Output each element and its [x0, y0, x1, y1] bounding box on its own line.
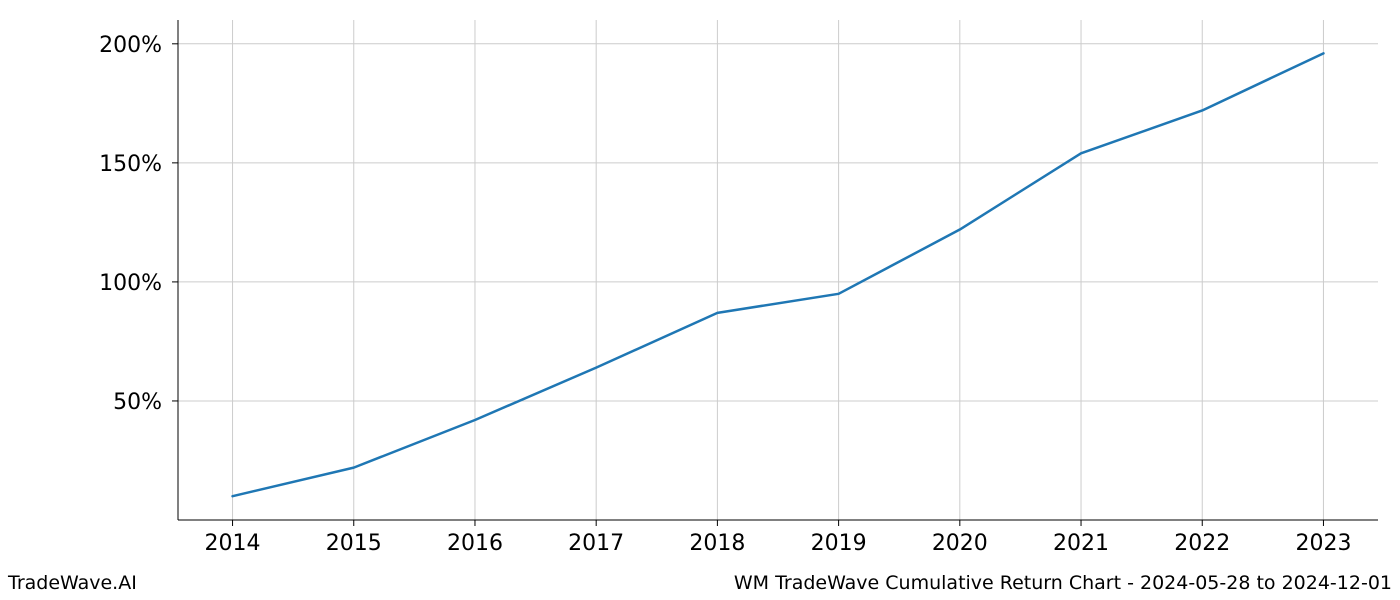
footer-left-text: TradeWave.AI [8, 572, 137, 594]
x-tick-label: 2015 [326, 531, 382, 556]
line-chart: 2014 2015 2016 2017 2018 2019 2020 2021 2022 2023… [0, 0, 1400, 600]
x-tick-label: 2018 [689, 531, 745, 556]
x-tick-label: 2014 [205, 531, 261, 556]
x-tick-label: 2020 [932, 531, 988, 556]
chart-container: 2014 2015 2016 2017 2018 2019 2020 2021 2022 2023… [0, 0, 1400, 600]
x-tick-label: 2017 [568, 531, 624, 556]
x-tick-label: 2023 [1295, 531, 1351, 556]
y-tick-label: 50% [113, 390, 162, 415]
y-tick-label: 200% [99, 33, 162, 58]
y-tick-label: 100% [99, 271, 162, 296]
footer-right-text: WM TradeWave Cumulative Return Chart - 2… [734, 572, 1392, 594]
x-tick-label: 2021 [1053, 531, 1109, 556]
x-tick-label: 2016 [447, 531, 503, 556]
y-tick-label: 150% [99, 152, 162, 177]
x-tick-label: 2022 [1174, 531, 1230, 556]
x-tick-label: 2019 [811, 531, 867, 556]
